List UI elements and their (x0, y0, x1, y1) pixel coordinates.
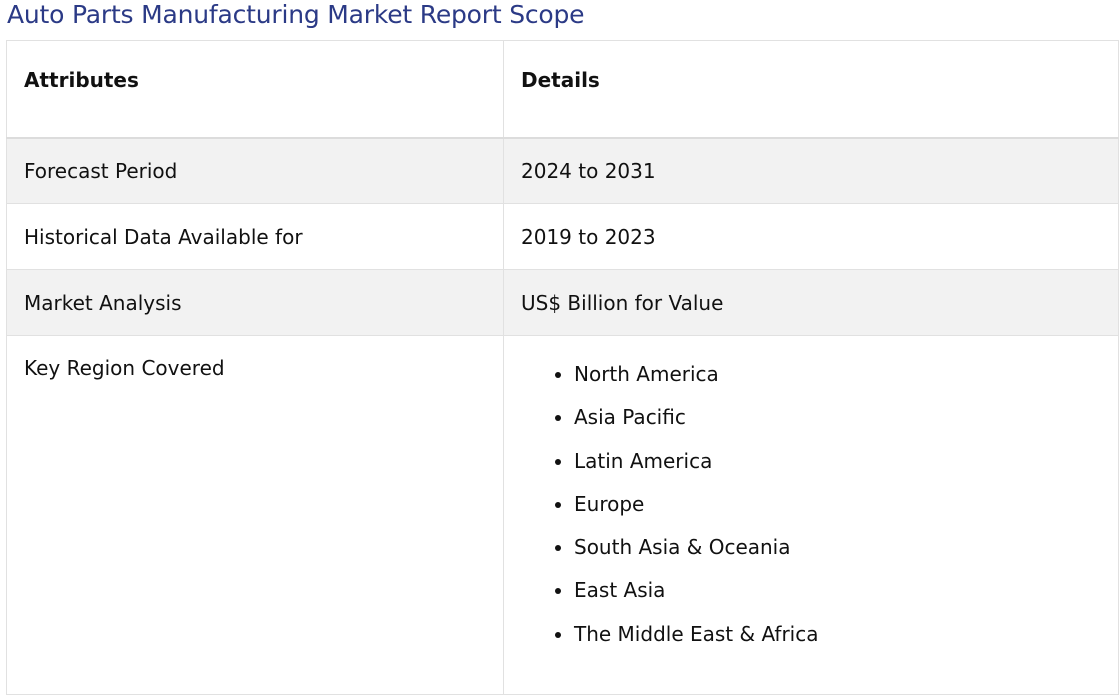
list-item: Europe (574, 492, 1101, 535)
header-details: Details (503, 40, 1119, 139)
detail-cell: 2019 to 2023 (503, 203, 1119, 270)
list-item: South Asia & Oceania (574, 535, 1101, 578)
table-row: Historical Data Available for 2019 to 20… (6, 203, 1119, 270)
header-attributes: Attributes (6, 40, 504, 139)
detail-cell: North America Asia Pacific Latin America… (503, 335, 1119, 695)
attribute-cell: Market Analysis (6, 269, 504, 336)
attribute-cell: Historical Data Available for (6, 203, 504, 270)
detail-cell: US$ Billion for Value (503, 269, 1119, 336)
attribute-cell: Key Region Covered (6, 335, 504, 695)
list-item: Latin America (574, 449, 1101, 492)
region-list: North America Asia Pacific Latin America… (521, 362, 1101, 665)
list-item: North America (574, 362, 1101, 405)
attribute-cell: Forecast Period (6, 137, 504, 204)
list-item: East Asia (574, 578, 1101, 621)
page-title: Auto Parts Manufacturing Market Report S… (7, 0, 585, 29)
list-item: Asia Pacific (574, 405, 1101, 448)
table-header-row: Attributes Details (6, 40, 1119, 139)
table-row: Key Region Covered North America Asia Pa… (6, 335, 1119, 695)
report-scope-table: Attributes Details Forecast Period 2024 … (6, 40, 1119, 695)
detail-cell: 2024 to 2031 (503, 137, 1119, 204)
table-row: Forecast Period 2024 to 2031 (6, 137, 1119, 204)
table-row: Market Analysis US$ Billion for Value (6, 269, 1119, 336)
list-item: The Middle East & Africa (574, 622, 1101, 665)
